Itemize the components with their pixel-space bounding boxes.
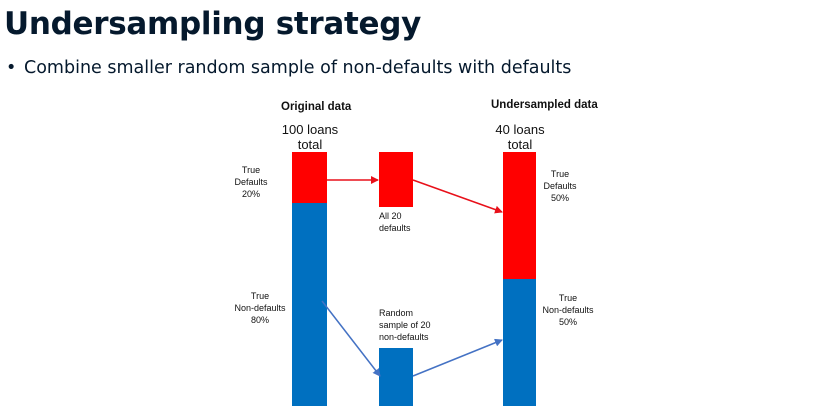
label-line: defaults (379, 223, 411, 233)
original-nondefaults-label: True Non-defaults 80% (227, 290, 293, 326)
original-count-line2: total (297, 137, 323, 152)
original-defaults-label: True Defaults 20% (222, 164, 280, 200)
arrow-nondefaults-to-sample (321, 300, 381, 377)
original-data-header: Original data (281, 101, 352, 113)
original-defaults-segment (292, 152, 327, 203)
undersampled-count: 40 loans total (484, 122, 556, 152)
label-line: 50% (550, 193, 569, 203)
random-sample-label: Random sample of 20 non-defaults (379, 307, 431, 343)
undersampled-count-line2: total (507, 137, 533, 152)
label-line: True (250, 291, 270, 301)
original-count: 100 loans total (274, 122, 346, 152)
label-line: Non-defaults (542, 305, 594, 315)
label-line: All 20 (379, 211, 402, 221)
slide-title: Undersampling strategy (4, 6, 422, 42)
label-line: 80% (250, 315, 269, 325)
label-line: non-defaults (379, 332, 429, 342)
undersampled-data-header: Undersampled data (491, 99, 598, 111)
original-nondefaults-segment (292, 203, 327, 406)
random-nondefaults-box (379, 348, 413, 406)
bullet-text: Combine smaller random sample of non-def… (24, 58, 572, 78)
bullet-dot-icon: • (6, 58, 17, 78)
bullet-point: • Combine smaller random sample of non-de… (6, 58, 571, 78)
undersampled-count-line1: 40 loans (495, 122, 545, 137)
label-line: Defaults (543, 181, 577, 191)
original-count-line1: 100 loans (281, 122, 339, 137)
arrow-sample-to-undersampled (412, 338, 503, 377)
all-defaults-label: All 20 defaults (379, 210, 411, 234)
label-line: 20% (241, 189, 260, 199)
label-line: Non-defaults (234, 303, 286, 313)
label-line: sample of 20 (379, 320, 431, 330)
undersampled-defaults-label: True Defaults 50% (535, 168, 585, 204)
label-line: Defaults (234, 177, 268, 187)
all-defaults-box (379, 152, 413, 207)
label-line: True (550, 169, 570, 179)
undersampled-nondefaults-segment (503, 279, 536, 406)
label-line: 50% (558, 317, 577, 327)
label-line: True (241, 165, 261, 175)
label-line: True (558, 293, 578, 303)
undersampled-defaults-segment (503, 152, 536, 279)
label-line: Random (379, 308, 414, 318)
arrow-defaults-to-undersampled (412, 179, 503, 214)
undersampled-nondefaults-label: True Non-defaults 50% (536, 292, 600, 328)
